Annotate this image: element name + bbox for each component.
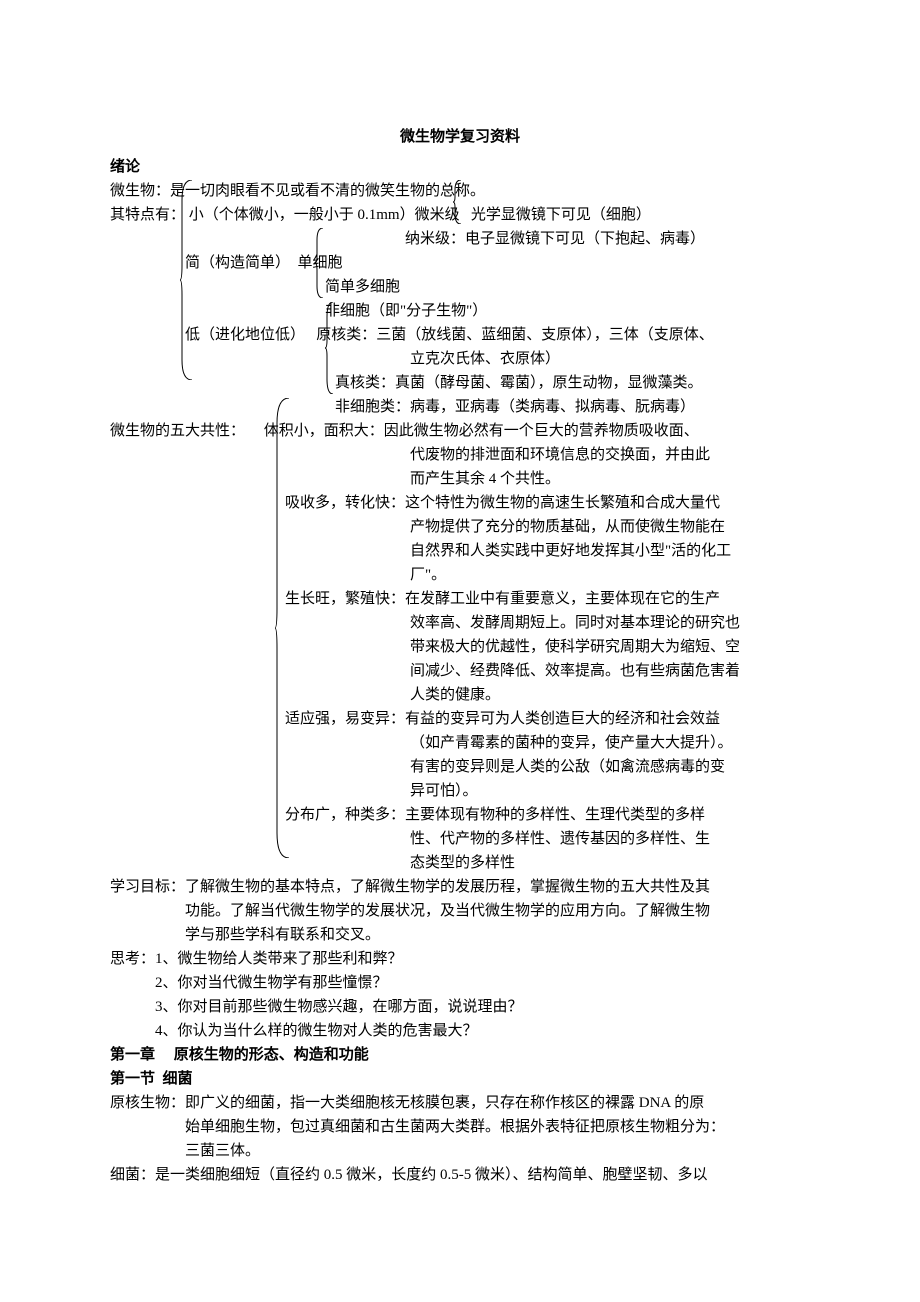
goal-3: 学与那些学科有联系和交叉。	[110, 923, 810, 947]
five-5b: 性、代产物的多样性、遗传基因的多样性、生	[110, 827, 810, 851]
five-1a: 体积小，面积大：因此微生物必然有一个巨大的营养物质吸收面、	[264, 423, 699, 439]
features-lead: 其特点有：	[110, 207, 185, 223]
five-5a: 分布广，种类多：主要体现有物种的多样性、生理代类型的多样	[110, 803, 810, 827]
think-lead: 思考：	[110, 951, 155, 967]
think-1: 1、微生物给人类带来了那些利和弊？	[155, 951, 403, 967]
definition-line: 微生物：是一切肉眼看不见或看不清的微笑生物的总称。	[110, 179, 810, 203]
think-line-1: 思考：1、微生物给人类带来了那些利和弊？	[110, 947, 810, 971]
goal-line-1: 学习目标：了解微生物的基本特点，了解微生物学的发展历程，掌握微生物的五大共性及其	[110, 875, 810, 899]
feat-low-line-1b: 立克次氏体、衣原体）	[110, 347, 810, 371]
five-4d: 异可怕）。	[110, 779, 810, 803]
doc-title: 微生物学复习资料	[110, 125, 810, 149]
chapter1-title: 第一章 原核生物的形态、构造和功能	[110, 1043, 810, 1067]
five-1b: 代废物的排泄面和环境信息的交换面，并由此	[110, 443, 810, 467]
five-3b: 效率高、发酵周期短上。同时对基本理论的研究也	[110, 611, 810, 635]
prok-line-1: 原核生物：即广义的细菌，指一大类细胞核无核膜包裹，只存在称作核区的裸露 DNA …	[110, 1091, 810, 1115]
bact-1: 是一类细胞细短（直径约 0.5 微米，长度约 0.5-5 微米）、结构简单、胞壁…	[155, 1167, 708, 1183]
feat-low-line-2: 真核类：真菌（酵母菌、霉菌），原生动物，显微藻类。	[110, 371, 810, 395]
feat-small-2a: 纳米级	[405, 231, 450, 247]
goal-2: 功能。了解当代微生物学的发展状况，及当代微生物学的应用方向。了解微生物	[110, 899, 810, 923]
bact-lead: 细菌：	[110, 1167, 155, 1183]
feat-simple-line-1: 简（构造简单） 单细胞	[110, 251, 810, 275]
features-line-1: 其特点有： 小（个体微小，一般小于 0.1mm）微米级 光学显微镜下可见（细胞）	[110, 203, 810, 227]
feat-small-2b: ：电子显微镜下可见（下抱起、病毒）	[450, 231, 705, 247]
five-4a: 适应强，易变异：有益的变异可为人类创造巨大的经济和社会效益	[110, 707, 810, 731]
five-4c: 有害的变异则是人类的公敌（如禽流感病毒的变	[110, 755, 810, 779]
section-intro-label: 绪论	[110, 155, 810, 179]
think-2: 2、你对当代微生物学有那些憧憬？	[110, 971, 810, 995]
five-lead: 微生物的五大共性：	[110, 423, 245, 439]
prok-1: 即广义的细菌，指一大类细胞核无核膜包裹，只存在称作核区的裸露 DNA 的原	[185, 1095, 704, 1111]
five-line-1: 微生物的五大共性： 体积小，面积大：因此微生物必然有一个巨大的营养物质吸收面、	[110, 419, 810, 443]
five-3d: 间减少、经费降低、效率提高。也有些病菌危害着	[110, 659, 810, 683]
five-3c: 带来极大的优越性，使科学研究周期大为缩短、空	[110, 635, 810, 659]
bact-line-1: 细菌：是一类细胞细短（直径约 0.5 微米，长度约 0.5-5 微米）、结构简单…	[110, 1163, 810, 1187]
section1-title: 第一节 细菌	[110, 1067, 810, 1091]
five-5c: 态类型的多样性	[110, 851, 810, 875]
prok-3: 三菌三体。	[110, 1139, 810, 1163]
prok-2: 始单细胞生物，包过真细菌和古生菌两大类群。根据外表特征把原核生物粗分为：	[110, 1115, 810, 1139]
features-line-2: 纳米级：电子显微镜下可见（下抱起、病毒）	[110, 227, 810, 251]
five-4b: （如产青霉素的菌种的变异，使产量大大提升）。	[110, 731, 810, 755]
document-page: 微生物学复习资料 绪论 微生物：是一切肉眼看不见或看不清的微笑生物的总称。 其特…	[0, 0, 920, 1227]
five-1c: 而产生其余 4 个共性。	[110, 467, 810, 491]
goal-lead: 学习目标：	[110, 879, 185, 895]
think-3: 3、你对目前那些微生物感兴趣，在哪方面，说说理由？	[110, 995, 810, 1019]
feat-simple-line-3: 非细胞（即"分子生物"）	[110, 299, 810, 323]
five-2d: 厂"。	[110, 563, 810, 587]
feat-simple-line-2: 简单多细胞	[110, 275, 810, 299]
five-3a: 生长旺，繁殖快：在发酵工业中有重要意义，主要体现在它的生产	[110, 587, 810, 611]
prok-lead: 原核生物：	[110, 1095, 185, 1111]
five-2b: 产物提供了充分的物质基础，从而使微生物能在	[110, 515, 810, 539]
five-2a: 吸收多，转化快：这个特性为微生物的高速生长繁殖和合成大量代	[110, 491, 810, 515]
feat-low-line-3: 非细胞类：病毒，亚病毒（类病毒、拟病毒、朊病毒）	[110, 395, 810, 419]
five-3e: 人类的健康。	[110, 683, 810, 707]
think-4: 4、你认为当什么样的微生物对人类的危害最大？	[110, 1019, 810, 1043]
feat-small-1b: 光学显微镜下可见（细胞）	[471, 207, 651, 223]
five-2c: 自然界和人类实践中更好地发挥其小型"活的化工	[110, 539, 810, 563]
feat-low-line-1: 低（进化地位低） 原核类：三菌（放线菌、蓝细菌、支原体），三体（支原体、	[110, 323, 810, 347]
goal-1: 了解微生物的基本特点，了解微生物学的发展历程，掌握微生物的五大共性及其	[185, 879, 710, 895]
feat-small-1: 小（个体微小，一般小于 0.1mm）微米级	[189, 207, 460, 223]
